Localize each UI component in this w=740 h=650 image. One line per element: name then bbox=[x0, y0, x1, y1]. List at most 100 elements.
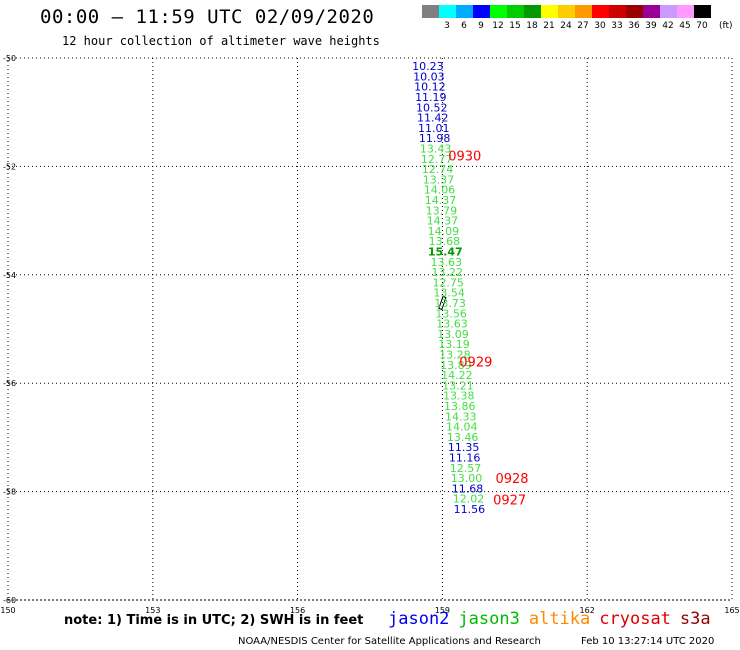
color-scale-swatch bbox=[541, 5, 558, 18]
color-scale-label: 36 bbox=[628, 21, 640, 31]
wave-height-label: 10.23 bbox=[412, 60, 444, 73]
wave-height-label: 14.37 bbox=[427, 215, 459, 228]
color-scale-label: 18 bbox=[526, 21, 538, 31]
wave-height-label: 12.74 bbox=[422, 163, 454, 176]
color-scale-label: 42 bbox=[662, 21, 674, 31]
color-scale-swatch bbox=[694, 5, 711, 18]
color-scale-swatch bbox=[558, 5, 575, 18]
wave-height-label: 11.01 bbox=[418, 122, 450, 135]
x-tick-label: 162 bbox=[580, 606, 595, 615]
wave-height-label: 13.86 bbox=[444, 400, 476, 413]
color-scale-label: 6 bbox=[461, 21, 467, 31]
satellite-legend-item: cryosat bbox=[599, 609, 671, 629]
color-scale-swatch bbox=[592, 5, 609, 18]
satellite-legend-item: altika bbox=[528, 609, 591, 629]
color-scale-swatch bbox=[524, 5, 541, 18]
color-scale-label: 3 bbox=[444, 21, 450, 31]
wave-height-label: 10.12 bbox=[414, 81, 446, 94]
wave-height-label: 13.28 bbox=[439, 348, 471, 361]
wave-height-label: 11.98 bbox=[419, 132, 451, 145]
wave-height-label: 13.21 bbox=[442, 379, 474, 392]
color-scale-swatch bbox=[677, 5, 694, 18]
wave-height-label: 13.46 bbox=[447, 431, 479, 444]
x-tick-label: 156 bbox=[290, 606, 305, 615]
color-scale-swatch bbox=[473, 5, 490, 18]
color-scale-label: 15 bbox=[509, 21, 521, 31]
wave-height-label: 15.47 bbox=[428, 245, 463, 258]
wave-height-label: 12.57 bbox=[450, 462, 482, 475]
color-scale-label: 39 bbox=[645, 21, 657, 31]
wave-height-label: 12.02 bbox=[453, 493, 485, 506]
wave-height-label: 14.37 bbox=[425, 194, 457, 207]
wave-height-label: 14.22 bbox=[441, 369, 473, 382]
color-scale-swatch bbox=[575, 5, 592, 18]
plot-frame bbox=[7, 57, 733, 601]
sat-track-marker bbox=[438, 295, 447, 311]
chart-title: 00:00 – 11:59 UTC 02/09/2020 bbox=[40, 6, 375, 28]
satellite-legend-item: jason3 bbox=[458, 609, 520, 629]
y-tick-label: -60 bbox=[3, 596, 16, 605]
wave-height-label: 13.79 bbox=[426, 204, 458, 217]
wave-height-label: 13.68 bbox=[429, 235, 461, 248]
wave-height-label: 13.63 bbox=[436, 318, 468, 331]
y-tick-label: -56 bbox=[3, 379, 16, 388]
wave-height-label: 13.56 bbox=[435, 307, 467, 320]
y-tick-label: -50 bbox=[3, 54, 16, 63]
wave-height-label: 11.19 bbox=[415, 91, 447, 104]
color-scale-unit: (ft) bbox=[719, 21, 733, 31]
color-scale-swatch bbox=[609, 5, 626, 18]
wave-height-label: 13.63 bbox=[431, 256, 463, 269]
color-scale-labels: (ft) 3 6 9 12 15 18 21 24 27 30 33 36 39 42 45 70 bbox=[422, 21, 740, 33]
color-scale-label: 21 bbox=[543, 21, 555, 31]
wave-height-label: 11.56 bbox=[454, 503, 486, 516]
color-scale-swatch bbox=[422, 5, 439, 18]
wave-height-label: 13.00 bbox=[451, 472, 483, 485]
y-tick-label: -52 bbox=[3, 162, 16, 171]
y-tick-label: -54 bbox=[3, 271, 16, 280]
color-scale-swatch bbox=[643, 5, 660, 18]
color-scale-label: 9 bbox=[478, 21, 484, 31]
wave-height-label: 11.16 bbox=[449, 451, 481, 464]
wave-height-label: 13.89 bbox=[440, 359, 472, 372]
color-scale-label: 24 bbox=[560, 21, 572, 31]
satellite-legend-item: jason2 bbox=[388, 609, 450, 629]
pass-time-label: 0929 bbox=[459, 356, 492, 371]
pass-time-label: 0928 bbox=[495, 472, 528, 487]
color-scale-bar bbox=[422, 5, 711, 18]
units-note: note: 1) Time is in UTC; 2) SWH is in fe… bbox=[64, 613, 364, 628]
x-tick-label: 153 bbox=[145, 606, 160, 615]
x-tick-label: 165 bbox=[724, 606, 739, 615]
wave-height-label: 13.37 bbox=[423, 173, 455, 186]
satellite-legend: jason2 jason3 altika cryosat s3a bbox=[388, 609, 720, 629]
wave-height-label: 13.38 bbox=[443, 390, 475, 403]
x-tick-label: 150 bbox=[0, 606, 15, 615]
color-scale-label: 30 bbox=[594, 21, 606, 31]
pass-time-label: 0927 bbox=[493, 494, 526, 509]
color-scale-swatch bbox=[660, 5, 677, 18]
color-scale-label: 70 bbox=[696, 21, 708, 31]
wave-height-label: 13.73 bbox=[434, 297, 466, 310]
color-scale-label: 45 bbox=[679, 21, 691, 31]
chart-subtitle: 12 hour collection of altimeter wave hei… bbox=[62, 34, 380, 48]
wave-height-label: 11.35 bbox=[448, 441, 480, 454]
x-tick-label: 159 bbox=[435, 606, 450, 615]
satellite-marker-icon bbox=[438, 295, 447, 311]
color-scale-swatch bbox=[439, 5, 456, 18]
color-scale-swatch bbox=[507, 5, 524, 18]
wave-height-label: 13.54 bbox=[433, 287, 465, 300]
wave-height-label: 10.03 bbox=[413, 70, 445, 83]
timestamp-text: Feb 10 13:27:14 UTC 2020 bbox=[581, 636, 715, 647]
wave-height-label: 13.43 bbox=[420, 143, 452, 156]
color-scale-swatch bbox=[626, 5, 643, 18]
wave-height-label: 14.33 bbox=[445, 410, 477, 423]
wave-height-label: 14.04 bbox=[446, 421, 478, 434]
color-scale-label: 33 bbox=[611, 21, 623, 31]
wave-height-label: 13.22 bbox=[431, 266, 463, 279]
pass-time-label: 0930 bbox=[448, 150, 481, 165]
satellite-legend-item: s3a bbox=[679, 609, 711, 629]
wave-height-label: 11.42 bbox=[417, 112, 449, 125]
y-tick-label: -58 bbox=[3, 488, 16, 497]
wave-height-points: 10.2310.0310.1211.1910.5211.4211.0111.98… bbox=[412, 60, 485, 516]
wave-height-label: 12.77 bbox=[421, 153, 453, 166]
